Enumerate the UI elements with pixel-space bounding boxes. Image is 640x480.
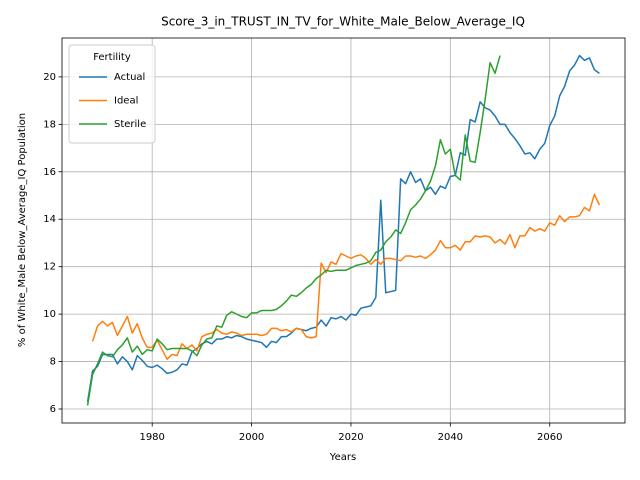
chart-title: Score_3_in_TRUST_IN_TV_for_White_Male_Be… <box>161 15 525 29</box>
axes-frame <box>61 37 626 424</box>
legend-label: Actual <box>114 72 145 83</box>
x-tick-label: 1980 <box>139 432 164 443</box>
x-axis-label: Years <box>329 452 356 463</box>
y-tick-label: 16 <box>43 167 56 178</box>
series-line <box>86 55 501 406</box>
legend: Fertility Actual Ideal Sterile <box>68 44 156 144</box>
legend-title: Fertility <box>93 52 131 63</box>
y-tick-label: 10 <box>43 309 56 320</box>
y-tick-label: 18 <box>43 119 56 130</box>
y-tick-label: 20 <box>43 72 56 83</box>
legend-label: Sterile <box>114 119 146 130</box>
legend-label: Ideal <box>114 96 138 107</box>
y-tick-label: 12 <box>43 262 56 273</box>
legend-box <box>68 44 156 144</box>
x-tick-label: 2060 <box>537 432 562 443</box>
series-line <box>86 54 600 403</box>
x-tick-label: 2040 <box>438 432 463 443</box>
grid <box>62 38 625 423</box>
y-axis-label: % of White_Male Below_Average_IQ Populat… <box>17 113 28 347</box>
x-tick-label: 2020 <box>338 432 363 443</box>
series-line <box>91 193 601 360</box>
y-tick-label: 8 <box>50 357 56 368</box>
y-tick-label: 14 <box>43 214 56 225</box>
lines <box>86 54 601 406</box>
y-tick-label: 6 <box>50 404 56 415</box>
x-tick-label: 2000 <box>239 432 264 443</box>
